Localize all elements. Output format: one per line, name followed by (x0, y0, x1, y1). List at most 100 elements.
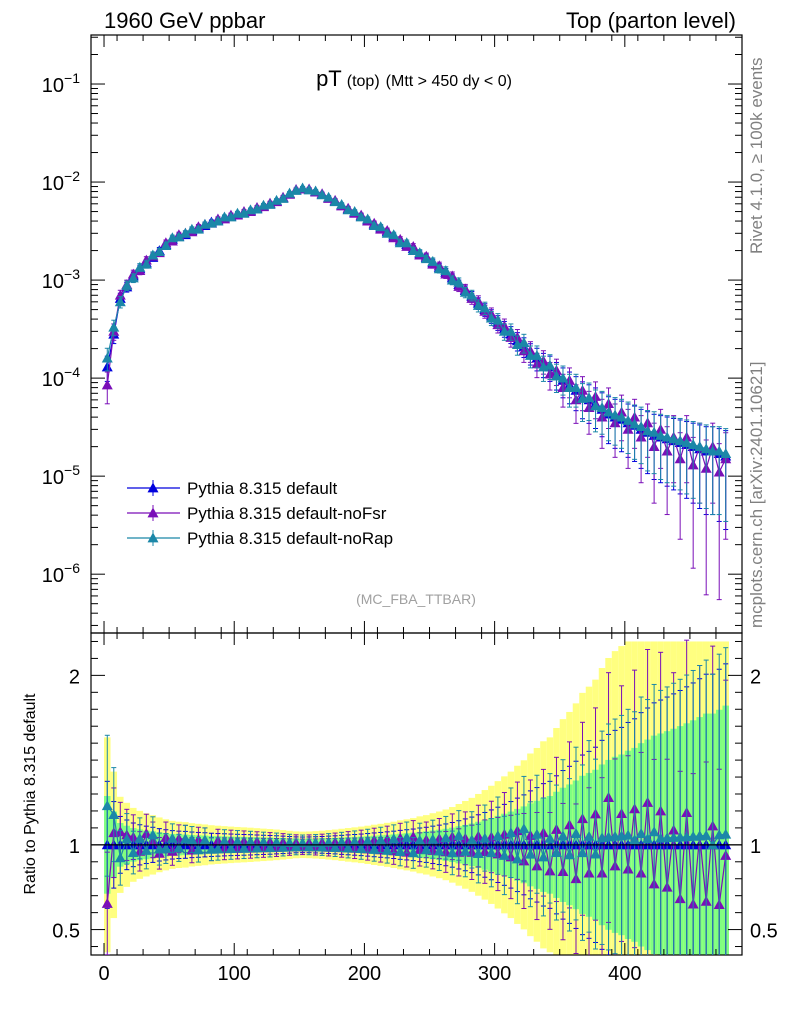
ratio-point-norap (472, 848, 484, 859)
data-point-norap (668, 433, 680, 444)
ratio-point-norap (557, 830, 569, 841)
main-data-series (101, 182, 732, 601)
ratio-point-norap (583, 830, 595, 841)
ratio-point-norap (466, 834, 478, 845)
data-point-norap (114, 296, 126, 307)
data-point-norap (713, 445, 725, 456)
ratio-point-norap (550, 847, 562, 857)
legend-label: Pythia 8.315 default-noRap (187, 529, 393, 548)
data-point-norap (440, 265, 452, 275)
data-point-nofsr (114, 289, 126, 300)
data-point-norap (251, 203, 263, 214)
data-point-norap (616, 411, 628, 422)
ratio-point-norap (531, 828, 543, 839)
data-point-norap (485, 312, 497, 323)
ratio-point-norap (362, 835, 374, 846)
ratio-tick-label-right: 0.5 (750, 921, 778, 943)
data-point-norap (700, 443, 712, 454)
title-cond: (Mtt > 450 dy < 0) (386, 73, 512, 90)
ratio-point-norap (563, 849, 575, 860)
y-tick-label: 10−4 (42, 364, 80, 391)
plot-title: pT (top) (Mtt > 450 dy < 0) (316, 66, 512, 91)
data-point-norap (720, 448, 732, 458)
y-tick-label: 10−5 (42, 462, 80, 489)
ratio-point-norap (375, 834, 387, 845)
legend: Pythia 8.315 default Pythia 8.315 default… (127, 479, 393, 548)
data-point-norap (642, 425, 654, 436)
data-point-norap (290, 184, 302, 195)
ratio-point-norap (427, 833, 439, 844)
ratio-point-norap (479, 832, 491, 843)
data-point-norap (596, 402, 608, 413)
ratio-tick-label-left: 1 (69, 836, 80, 858)
ratio-point-norap (101, 800, 113, 811)
data-point-norap (674, 435, 686, 446)
ratio-point-norap (505, 827, 517, 838)
data-point-norap (681, 437, 693, 447)
ratio-point-norap (537, 851, 549, 862)
data-point-norap (661, 431, 673, 442)
ratio-point-norap (244, 836, 256, 846)
data-point-norap (414, 247, 426, 258)
data-point-norap (225, 211, 237, 222)
ratio-point-norap (166, 832, 178, 843)
ratio-point-norap (498, 849, 510, 860)
ratio-point-norap (336, 836, 348, 847)
data-point-norap (349, 206, 361, 216)
data-point-norap (433, 263, 445, 274)
ratio-point-norap (199, 834, 211, 845)
data-point-norap (648, 426, 660, 437)
data-point-norap (466, 289, 478, 300)
data-point-norap (355, 211, 367, 222)
ratio-point-norap (492, 830, 504, 841)
ratio-point-norap (329, 841, 341, 852)
ratio-point-norap (394, 846, 406, 857)
y-tick-label: 10−6 (42, 560, 80, 587)
ratio-point-norap (277, 841, 289, 852)
ratio-point-norap (258, 836, 270, 847)
data-point-norap (362, 213, 374, 224)
data-point-norap (492, 314, 504, 325)
ratio-point-norap (251, 842, 263, 853)
ratio-point-norap (212, 843, 224, 854)
ratio-point-norap (635, 828, 647, 838)
ratio-point-norap (342, 842, 354, 853)
legend-marker (147, 482, 159, 493)
data-point-norap (453, 276, 465, 287)
header-left: 1960 GeV ppbar (104, 8, 265, 33)
ratio-point-norap (349, 835, 361, 846)
data-point-norap (518, 337, 530, 348)
ratio-point-norap (264, 842, 276, 853)
data-point-norap (238, 207, 250, 218)
data-point-norap (590, 400, 602, 411)
data-point-norap (153, 246, 165, 257)
legend-marker (147, 532, 159, 543)
ratio-point-norap (134, 832, 146, 843)
data-point-norap (603, 406, 615, 417)
data-point-norap (140, 258, 152, 269)
ratio-point-norap (407, 847, 419, 858)
data-point-norap (531, 350, 543, 360)
data-point-norap (160, 240, 172, 250)
ratio-point-norap (577, 847, 589, 858)
data-point-norap (316, 189, 328, 200)
y-tick-label: 10−1 (42, 70, 80, 97)
data-point-norap (368, 220, 380, 230)
y-tick-label: 10−2 (42, 168, 80, 195)
mcplots-label: mcplots.cern.ch [arXiv:2401.10621] (747, 362, 766, 628)
ratio-point-norap (524, 848, 536, 859)
legend-label: Pythia 8.315 default-noFsr (187, 504, 387, 523)
ratio-tick-label-right: 2 (750, 666, 761, 688)
data-point-norap (544, 359, 556, 370)
ratio-point-norap (147, 829, 159, 840)
legend-marker (147, 507, 159, 518)
ratio-point-norap (238, 842, 250, 853)
ratio-point-norap (186, 834, 198, 844)
ratio-point-norap (140, 844, 152, 855)
data-point-norap (479, 302, 491, 313)
data-point-norap (121, 280, 133, 290)
data-point-norap (622, 414, 634, 425)
ratio-point-norap (160, 843, 172, 853)
data-point-norap (655, 429, 667, 440)
